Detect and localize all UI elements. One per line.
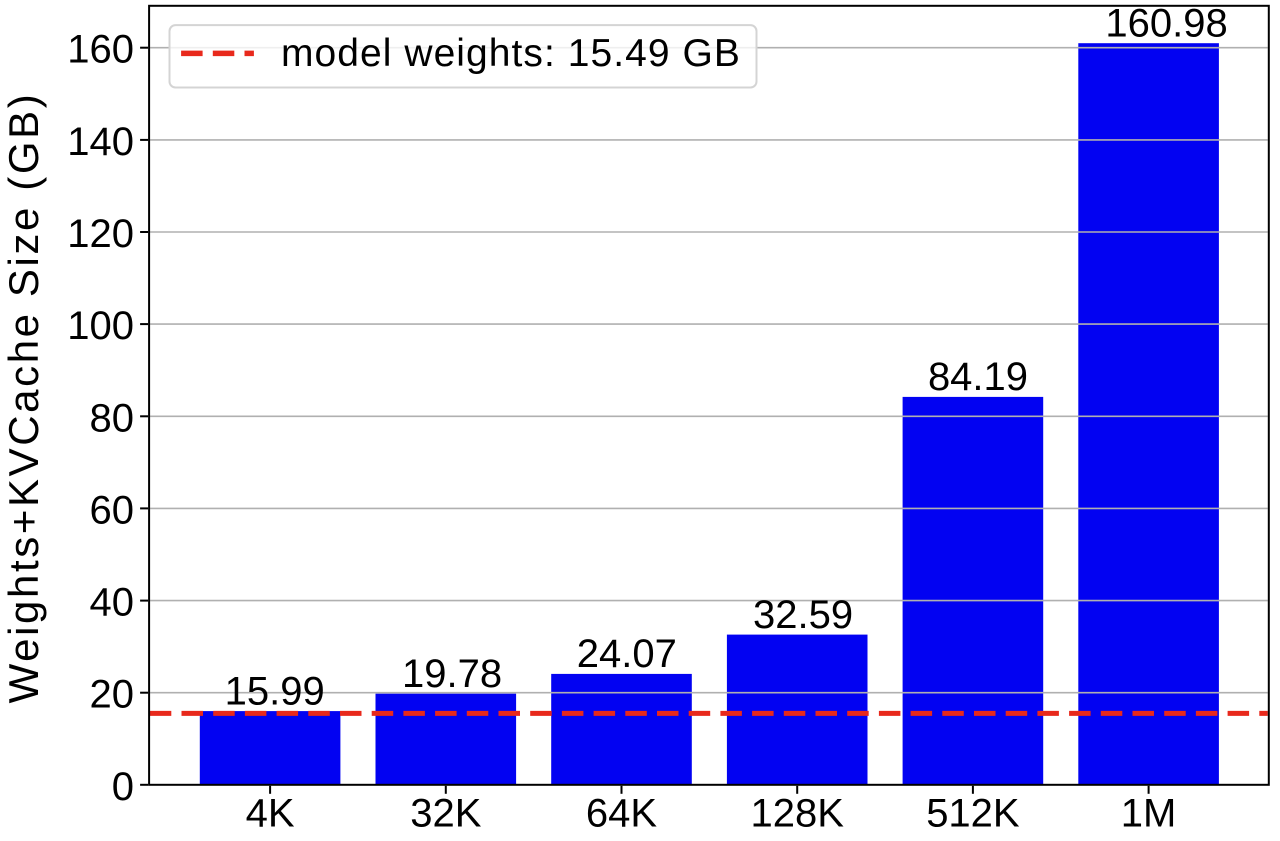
svg-text:32.59: 32.59	[753, 593, 853, 637]
svg-text:0: 0	[112, 765, 134, 809]
svg-text:84.19: 84.19	[928, 355, 1028, 399]
svg-text:1M: 1M	[1121, 792, 1177, 836]
svg-text:140: 140	[67, 120, 134, 164]
svg-text:120: 120	[67, 212, 134, 256]
svg-text:19.78: 19.78	[402, 652, 502, 696]
svg-text:Weights+KVCache Size (GB): Weights+KVCache Size (GB)	[0, 92, 47, 704]
svg-text:64K: 64K	[586, 792, 657, 836]
svg-text:40: 40	[90, 581, 135, 625]
svg-text:512K: 512K	[926, 792, 1020, 836]
svg-text:80: 80	[90, 396, 135, 440]
svg-text:4K: 4K	[246, 792, 295, 836]
svg-text:15.99: 15.99	[225, 669, 325, 713]
svg-text:model weights: 15.49 GB: model weights: 15.49 GB	[281, 32, 741, 75]
svg-text:60: 60	[90, 488, 135, 532]
svg-text:128K: 128K	[750, 792, 844, 836]
svg-text:32K: 32K	[410, 792, 481, 836]
svg-text:160: 160	[67, 28, 134, 72]
svg-text:20: 20	[90, 673, 135, 717]
svg-text:100: 100	[67, 304, 134, 348]
svg-text:160.98: 160.98	[1105, 2, 1227, 46]
svg-text:24.07: 24.07	[577, 632, 677, 676]
